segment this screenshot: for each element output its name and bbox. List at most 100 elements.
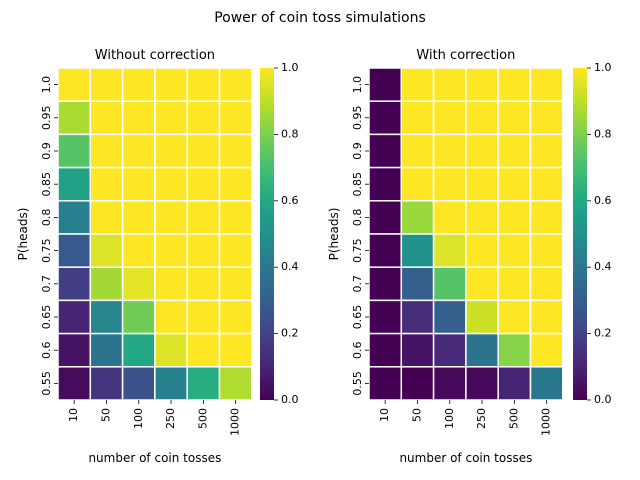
heatmap-cell: 0.85, 500: 1: [186, 166, 221, 202]
heatmap-cell: 0.55, 100: 0.25: [121, 366, 156, 401]
heatmap-cell: 0.65, 50: 0.13: [400, 299, 435, 335]
heatmap-cell: 0.95, 1000: 1: [218, 100, 253, 136]
y-tick-label: 0.6: [351, 341, 364, 359]
y-tick-label: 0.75: [351, 238, 364, 263]
heatmap-cell: 0.6, 50: 0.38: [89, 332, 124, 368]
heatmap-cell: 0.75, 50: 0.95: [89, 233, 124, 268]
heatmap-cell: 0.7, 100: 0.96: [121, 266, 156, 302]
heatmap-cell: 0.75, 100: 1: [121, 233, 156, 268]
heatmap-cell: 0.85, 250: 1: [465, 166, 499, 202]
heatmap-cell: 0.85, 250: 1: [154, 166, 188, 202]
colorbar-tick-label: 0.8: [594, 127, 612, 140]
heatmap-cell: 0.9, 10: 0.73: [57, 133, 92, 169]
heatmap-cell: 0.85, 50: 1: [400, 166, 435, 202]
heatmap-cell: 0.6, 250: 0.95: [154, 332, 188, 368]
heatmap-cell: 0.7, 10: 0.18: [57, 266, 92, 302]
heatmap-cell: 0.6, 1000: 1: [529, 332, 564, 368]
colorbar-tick-label: 0.2: [594, 327, 612, 340]
heatmap-cell: 0.95, 500: 1: [497, 100, 532, 136]
figure-title: Power of coin toss simulations: [214, 10, 426, 26]
colorbar-tick-label: 0.0: [281, 393, 299, 406]
heatmap-cell: 0.7, 1000: 1: [218, 266, 253, 302]
x-tick-label: 500: [196, 408, 209, 429]
x-tick-label: 50: [99, 408, 112, 422]
colorbar-tick-label: 1.0: [281, 61, 299, 74]
heatmap-cell: 0.55, 1000: 0.88: [218, 366, 253, 401]
heatmap-cell: 0.9, 50: 1: [89, 133, 124, 169]
x-tick-label: 50: [410, 408, 423, 422]
heatmap-cell: 0.8, 10: 0.43: [57, 200, 92, 235]
heatmap-cell: 0.8, 500: 1: [497, 200, 532, 235]
heatmap-cell: 0.65, 10: 0: [368, 299, 403, 335]
heatmap-cell: 0.75, 250: 1: [465, 233, 499, 268]
y-tick-label: 0.9: [40, 142, 53, 160]
heatmap-cell: 0.95, 250: 1: [154, 100, 188, 136]
heatmap-cell: 0.7, 500: 1: [497, 266, 532, 302]
y-axis-label: P(heads): [16, 208, 30, 261]
heatmap-cell: 0.95, 1000: 1: [529, 100, 564, 136]
heatmap-cell: 0.8, 1000: 1: [218, 200, 253, 235]
colorbar-tick-label: 0.2: [281, 327, 299, 340]
heatmap-cell: 0.9, 10: 0: [368, 133, 403, 169]
y-tick-label: 1.0: [351, 76, 364, 94]
heatmap-cell: 0.65, 500: 1: [186, 299, 221, 335]
heatmap-cell: 1.0, 250: 1: [154, 67, 188, 102]
heatmap-cell: 0.55, 10: 0: [368, 366, 403, 401]
y-tick-label: 0.65: [40, 305, 53, 330]
x-axis-label: number of coin tosses: [88, 451, 221, 465]
heatmap-cell: 1.0, 100: 1: [121, 67, 156, 102]
y-tick-label: 0.8: [351, 209, 364, 227]
heatmap-cell: 0.6, 500: 1: [186, 332, 221, 368]
heatmap-cell: 0.9, 500: 1: [497, 133, 532, 169]
heatmap-cell: 0.65, 1000: 1: [218, 299, 253, 335]
heatmap-cell: 0.95, 10: 0: [368, 100, 403, 136]
heatmap-cell: 0.85, 100: 1: [432, 166, 467, 202]
heatmap-cell: 0.55, 50: 0: [400, 366, 435, 401]
colorbar-tick-label: 0.8: [281, 127, 299, 140]
colorbar-gradient: [573, 68, 587, 400]
x-axis-label: number of coin tosses: [399, 451, 532, 465]
heatmap-cell: 0.6, 100: 0.12: [432, 332, 467, 368]
colorbar-tick-label: 0.6: [594, 194, 612, 207]
heatmap-cell: 0.6, 250: 0.38: [465, 332, 499, 368]
x-tick-label: 250: [475, 408, 488, 429]
heatmap-cell: 0.75, 50: 0.5: [400, 233, 435, 268]
heatmap-cell: 0.7, 250: 1: [465, 266, 499, 302]
heatmap-cell: 0.65, 500: 1: [497, 299, 532, 335]
heatmap-cell: 0.75, 10: 0.28: [57, 233, 92, 268]
x-tick-label: 1000: [229, 408, 242, 436]
y-tick-label: 0.8: [40, 209, 53, 227]
heatmap-cell: 0.9, 250: 1: [465, 133, 499, 169]
heatmap-cell: 0.85, 500: 1: [497, 166, 532, 202]
colorbar-tick-label: 0.4: [594, 260, 612, 273]
heatmap-cell: 1.0, 50: 1: [89, 67, 124, 102]
heatmap-cell: 0.7, 500: 1: [186, 266, 221, 302]
heatmap-cell: 0.65, 100: 0.78: [121, 299, 156, 335]
y-tick-label: 0.85: [40, 172, 53, 197]
colorbar-tick-label: 0.4: [281, 260, 299, 273]
heatmap-cell: 0.8, 250: 1: [465, 200, 499, 235]
heatmap-cell: 0.8, 50: 1: [89, 200, 124, 235]
heatmap-cell: 1.0, 1000: 1: [529, 67, 564, 102]
heatmap-cell: 0.65, 250: 1: [154, 299, 188, 335]
heatmap-cell: 0.6, 500: 0.82: [497, 332, 532, 368]
heatmap-cell: 0.75, 100: 0.95: [432, 233, 467, 268]
y-tick-label: 0.85: [351, 172, 364, 197]
colorbar-tick-label: 0.0: [594, 393, 612, 406]
heatmap-cell: 0.65, 250: 0.92: [465, 299, 499, 335]
heatmap-cell: 0.75, 1000: 1: [529, 233, 564, 268]
heatmap-cell: 0.65, 1000: 1: [529, 299, 564, 335]
heatmap-cell: 0.7, 100: 0.73: [432, 266, 467, 302]
y-tick-label: 0.7: [351, 275, 364, 293]
heatmap-cell: 0.95, 100: 1: [432, 100, 467, 136]
heatmap-cell: 0.85, 50: 1: [89, 166, 124, 202]
heatmap-cell: 0.8, 250: 1: [154, 200, 188, 235]
colorbar-tick-label: 0.6: [281, 194, 299, 207]
heatmap-cell: 0.6, 100: 0.6: [121, 332, 156, 368]
heatmap-cell: 0.95, 250: 1: [465, 100, 499, 136]
heatmap-cell: 0.95, 50: 1: [89, 100, 124, 136]
heatmap-cell: 1.0, 50: 1: [400, 67, 435, 102]
heatmap-cell: 0.55, 10: 0.03: [57, 366, 92, 401]
heatmap-cell: 0.85, 10: 0: [368, 166, 403, 202]
